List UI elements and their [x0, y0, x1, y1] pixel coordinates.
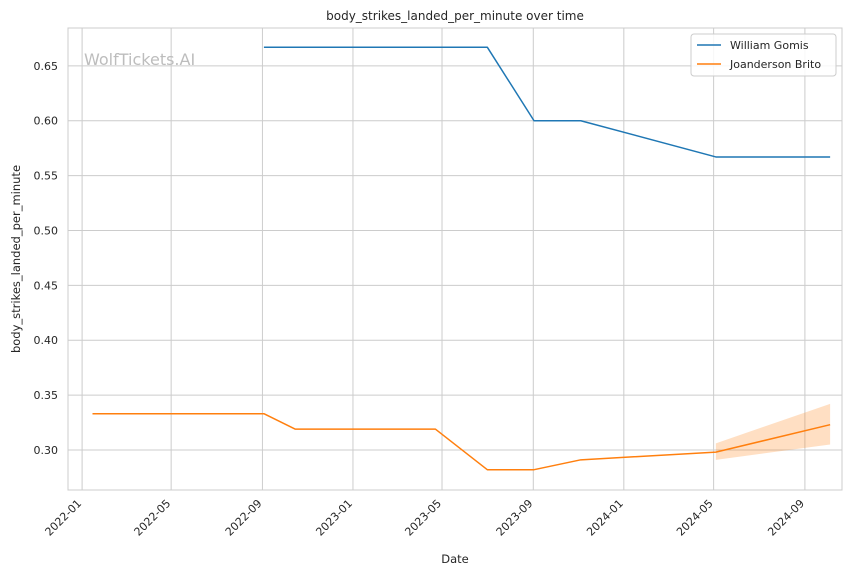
y-tick-label: 0.55	[34, 170, 59, 183]
legend-box	[690, 33, 837, 77]
series-line-joanderson-brito	[92, 412, 831, 471]
y-tick-label: 0.65	[34, 60, 59, 73]
y-tick-label: 0.35	[34, 389, 59, 402]
x-tick-label: 2024-09	[765, 497, 807, 539]
legend-label-joanderson-brito: Joanderson Brito	[729, 58, 821, 71]
legend: William Gomis Joanderson Brito	[690, 33, 837, 77]
x-tick-label: 2024-01	[584, 497, 626, 539]
y-tick-label: 0.60	[34, 115, 59, 128]
plot-frame	[67, 27, 843, 491]
grid	[68, 28, 842, 490]
series-line-william-gomis	[263, 46, 831, 158]
legend-label-william-gomis: William Gomis	[730, 39, 809, 52]
x-tick-label: 2023-05	[402, 497, 444, 539]
y-axis-label: body_strikes_landed_per_minute	[9, 165, 23, 353]
chart-title: body_strikes_landed_per_minute over time	[326, 9, 584, 23]
x-axis-label: Date	[441, 552, 469, 566]
x-tick-labels: 2022-01 2022-05 2022-09 2023-01 2023-05 2023-…	[43, 497, 807, 539]
y-tick-label: 0.40	[34, 334, 59, 347]
x-tick-label: 2022-05	[132, 497, 174, 539]
y-tick-label: 0.30	[34, 444, 59, 457]
y-tick-label: 0.50	[34, 224, 59, 237]
watermark: WolfTickets.AI	[84, 50, 195, 69]
x-tick-label: 2023-01	[313, 497, 355, 539]
series-lines	[92, 46, 831, 471]
x-tick-label: 2022-09	[223, 497, 265, 539]
y-tick-labels: 0.30 0.35 0.40 0.45 0.50 0.55 0.60 0.65	[34, 60, 59, 457]
plot-area	[68, 28, 842, 490]
x-tick-label: 2023-09	[494, 497, 536, 539]
y-tick-label: 0.45	[34, 279, 59, 292]
x-tick-label: 2022-01	[43, 497, 85, 539]
x-tick-label: 2024-05	[674, 497, 716, 539]
